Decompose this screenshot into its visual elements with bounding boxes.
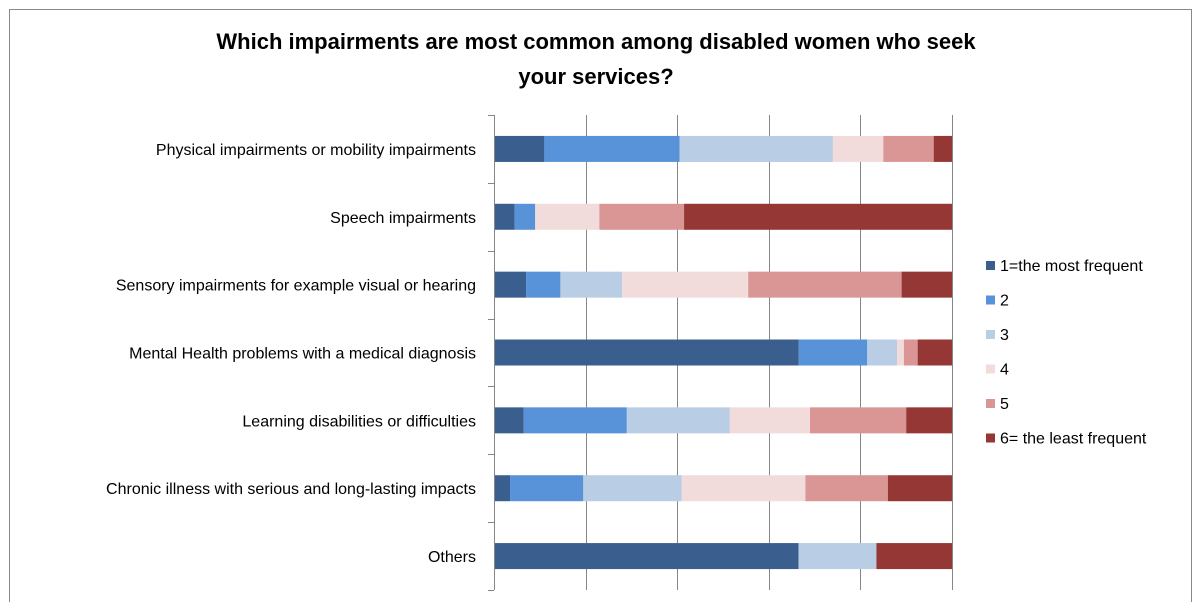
category-axis: [488, 115, 495, 591]
bar-segment: [906, 407, 952, 434]
bar-segment: [583, 475, 682, 502]
bar-segment: [494, 543, 799, 570]
bar-segment: [684, 203, 952, 230]
legend-swatch: [986, 295, 995, 305]
bar-segment: [832, 135, 884, 162]
category-label: Sensory impairments for example visual o…: [116, 278, 476, 295]
bar-segment: [876, 543, 952, 570]
bar-segment: [933, 135, 952, 162]
legend-entry: 1=the most frequent: [1000, 258, 1143, 275]
bar-segment: [494, 271, 527, 298]
category-label: Others: [428, 549, 476, 566]
bar-segment: [798, 543, 877, 570]
bar-segment: [494, 475, 511, 502]
legend-entry: 5: [1000, 396, 1009, 413]
legend-entry: 3: [1000, 327, 1009, 344]
legend-swatch: [986, 261, 995, 270]
chart-border: [9, 9, 1192, 602]
chart-title-line-1: Which impairments are most common among …: [216, 29, 976, 54]
legend-entry: 2: [1000, 293, 1009, 310]
bar-segment: [494, 135, 545, 162]
bar-segment: [903, 339, 918, 366]
bar-segment: [622, 271, 749, 298]
bar-segment: [729, 407, 811, 434]
bar-segment: [748, 271, 902, 298]
bar-segment: [494, 203, 515, 230]
bar-segment: [544, 135, 680, 162]
category-label: Speech impairments: [330, 210, 476, 227]
legend-entry: 6= the least frequent: [1000, 431, 1147, 448]
bar-segment: [897, 339, 904, 366]
chart-title-line-2: your services?: [518, 64, 673, 89]
bar-segment: [883, 135, 934, 162]
legend-swatch: [986, 433, 995, 443]
bar-segment: [810, 407, 907, 434]
bar-segment: [626, 407, 730, 434]
legend-entry: 4: [1000, 362, 1009, 379]
bar-segment: [681, 475, 806, 502]
legend-swatch: [986, 364, 995, 374]
bar-segment: [514, 203, 536, 230]
legend-swatch: [986, 399, 995, 408]
bar-segment: [805, 475, 888, 502]
bar-segment: [494, 407, 524, 434]
bar-segment: [917, 339, 952, 366]
bar-segment: [901, 271, 952, 298]
category-label: Physical impairments or mobility impairm…: [156, 142, 476, 159]
bar-segment: [494, 339, 799, 366]
category-label: Chronic illness with serious and long-la…: [106, 481, 476, 498]
bar-segment: [535, 203, 600, 230]
bar-segment: [510, 475, 584, 502]
bar-segment: [887, 475, 952, 502]
category-label: Mental Health problems with a medical di…: [129, 346, 476, 363]
bar-segment: [679, 135, 833, 162]
category-label: Learning disabilities or difficulties: [242, 413, 476, 430]
bars: [494, 135, 952, 570]
bar-segment: [526, 271, 561, 298]
legend-swatch: [986, 330, 995, 339]
category-labels: Physical impairments or mobility impairm…: [106, 142, 476, 566]
bar-segment: [867, 339, 898, 366]
bar-segment: [523, 407, 627, 434]
bar-segment: [798, 339, 868, 366]
bar-segment: [560, 271, 623, 298]
legend: 1=the most frequent 2 3 4 5 6= the least freq…: [986, 258, 1147, 448]
bar-segment: [599, 203, 685, 230]
